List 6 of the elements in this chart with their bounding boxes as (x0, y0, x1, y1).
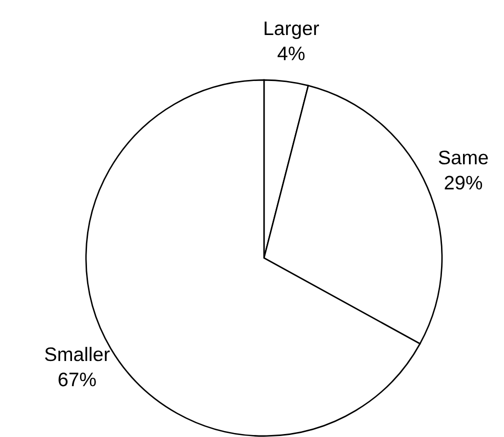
data-label: 29% (444, 176, 482, 190)
slice-label: Larger (264, 22, 319, 40)
slice-label: Same (438, 150, 488, 164)
data-label: 67% (58, 372, 96, 386)
slice-label: Smaller (45, 346, 110, 362)
data-label: 4% (278, 46, 305, 60)
